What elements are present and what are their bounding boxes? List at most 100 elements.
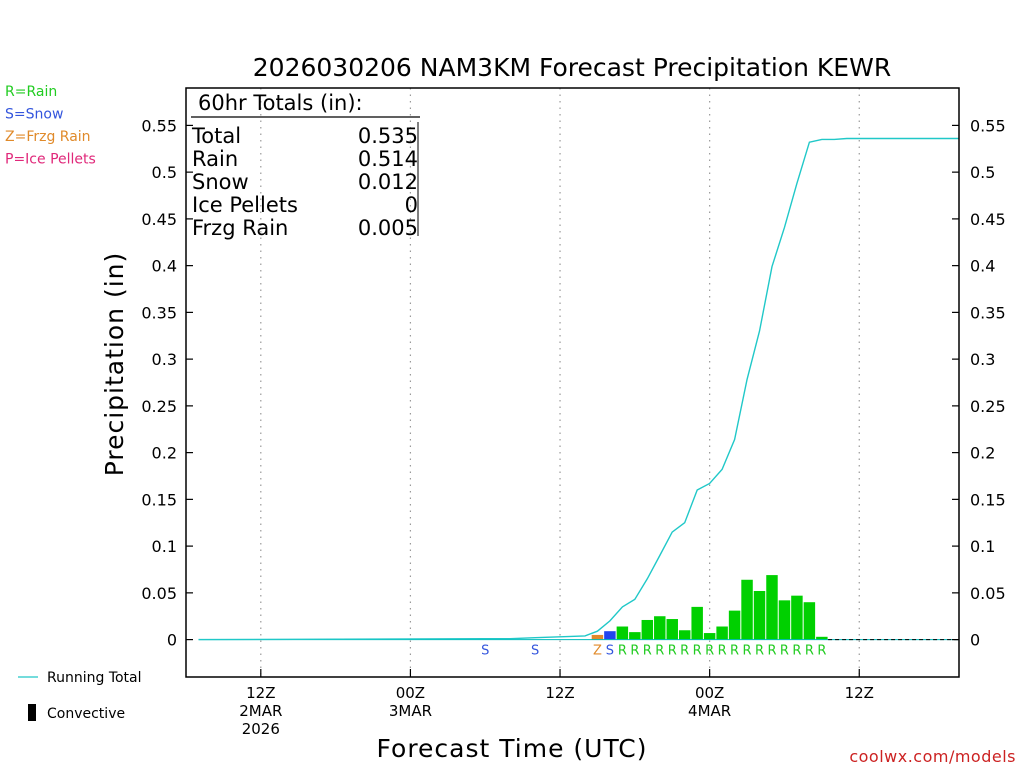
- type-code: R: [792, 644, 801, 659]
- precip-bar-R: [728, 610, 741, 640]
- x-tick-label: 00Z: [396, 684, 425, 702]
- totals-heading: 60hr Totals (in):: [198, 91, 363, 115]
- x-tick-label: 3MAR: [389, 702, 432, 720]
- type-code: R: [718, 644, 727, 659]
- y-tick-label-left: 0.35: [141, 303, 177, 322]
- type-code: R: [743, 644, 752, 659]
- precip-type-legend-item: S=Snow: [5, 107, 63, 123]
- y-tick-label-right: 0.05: [970, 584, 1006, 603]
- convective-swatch: [28, 704, 36, 721]
- totals-value: 0.535: [358, 124, 418, 148]
- credit-text: coolwx.com/models: [849, 747, 1016, 766]
- precip-type-legend-item: P=Ice Pellets: [5, 152, 96, 168]
- precip-bar-R: [816, 636, 828, 640]
- running-total-polyline: [198, 137, 959, 641]
- grid: [260, 88, 860, 677]
- type-code: Z: [593, 644, 602, 659]
- y-tick-label-left: 0.15: [141, 490, 177, 509]
- precip-bar-R: [716, 626, 728, 640]
- x-tick-label: 12Z: [545, 684, 574, 702]
- precip-bar-Z: [591, 634, 604, 640]
- precip-bar-R: [654, 616, 666, 640]
- type-code: R: [668, 644, 677, 659]
- x-tick-label: 12Z: [845, 684, 874, 702]
- type-code: R: [780, 644, 789, 659]
- totals-value: 0: [405, 193, 418, 217]
- y-tick-label-right: 0.35: [970, 303, 1006, 322]
- y-axis-ticks: 0 0 0.05 0.05 0.1 0.1 0.15 0.15 0.2 0.2 0.25 0.25 0.…: [141, 116, 1005, 649]
- y-tick-label-left: 0.3: [152, 350, 177, 369]
- precip-bar-R: [741, 579, 753, 640]
- type-code: R: [805, 644, 814, 659]
- y-tick-label-left: 0.2: [152, 444, 177, 463]
- precip-bars: [591, 575, 828, 640]
- type-code: S: [481, 644, 489, 659]
- y-tick-label-right: 0.45: [970, 210, 1006, 229]
- precip-bar-R: [678, 630, 691, 640]
- chart-title: 2026030206 NAM3KM Forecast Precipitation…: [253, 53, 891, 82]
- precip-bar-R: [629, 632, 641, 640]
- totals-box: 60hr Totals (in): Total 0.535 Rain 0.514 Snow…: [191, 91, 420, 240]
- type-code: R: [693, 644, 702, 659]
- totals-value: 0.012: [358, 170, 418, 194]
- y-tick-label-right: 0.5: [970, 163, 995, 182]
- y-tick-label-right: 0.4: [970, 257, 995, 276]
- type-code: R: [618, 644, 627, 659]
- precip-bar-R: [803, 602, 816, 640]
- y-tick-label-left: 0.45: [141, 210, 177, 229]
- x-tick-label: 2026: [242, 720, 280, 738]
- totals-label: Frzg Rain: [192, 216, 288, 240]
- precip-bar-S: [604, 631, 616, 640]
- y-tick-label-left: 0.55: [141, 116, 177, 135]
- precip-bar-R: [778, 600, 791, 640]
- totals-label: Rain: [192, 147, 238, 171]
- type-code: R: [680, 644, 689, 659]
- precip-bar-R: [703, 633, 716, 640]
- convective-legend-label: Convective: [47, 706, 125, 722]
- totals-label: Total: [191, 124, 241, 148]
- totals-value: 0.005: [358, 216, 418, 240]
- y-axis-title: Precipitation (in): [100, 252, 129, 477]
- y-tick-label-right: 0.25: [970, 397, 1006, 416]
- y-tick-label-left: 0.4: [152, 257, 177, 276]
- type-code: R: [767, 644, 776, 659]
- precip-type-legend: R=Rain S=Snow Z=Frzg Rain P=Ice Pellets: [5, 84, 96, 168]
- running-total-line: [198, 137, 959, 641]
- x-tick-label: 00Z: [695, 684, 724, 702]
- series-legend: Running Total Convective: [18, 670, 142, 722]
- y-tick-label-right: 0.15: [970, 490, 1006, 509]
- precip-bar-R: [791, 595, 803, 640]
- type-code: S: [606, 644, 614, 659]
- type-code: R: [705, 644, 714, 659]
- y-tick-label-left: 0.25: [141, 397, 177, 416]
- type-code: R: [630, 644, 639, 659]
- plot-frame: [185, 87, 960, 678]
- x-axis-title: Forecast Time (UTC): [377, 734, 648, 763]
- x-tick-label: 4MAR: [688, 702, 731, 720]
- precip-type-legend-item: Z=Frzg Rain: [5, 129, 91, 145]
- precip-bar-R: [753, 590, 766, 640]
- y-tick-label-left: 0.5: [152, 163, 177, 182]
- totals-label: Snow: [192, 170, 249, 194]
- precip-bar-R: [616, 626, 629, 640]
- y-tick-label-right: 0: [970, 631, 980, 650]
- type-code: R: [730, 644, 739, 659]
- y-tick-label-right: 0.2: [970, 444, 995, 463]
- x-tick-label: 12Z: [246, 684, 275, 702]
- totals-value: 0.514: [358, 147, 418, 171]
- running-total-legend-label: Running Total: [47, 670, 142, 686]
- precip-bar-R: [691, 606, 703, 640]
- totals-label: Ice Pellets: [192, 193, 298, 217]
- type-code: R: [755, 644, 764, 659]
- precip-bar-R: [641, 619, 654, 640]
- y-tick-label-right: 0.1: [970, 537, 995, 556]
- precip-type-legend-item: R=Rain: [5, 84, 57, 100]
- y-tick-label-right: 0.55: [970, 116, 1006, 135]
- type-code: S: [531, 644, 539, 659]
- y-tick-label-left: 0.05: [141, 584, 177, 603]
- y-tick-label-left: 0.1: [152, 537, 177, 556]
- type-code: R: [655, 644, 664, 659]
